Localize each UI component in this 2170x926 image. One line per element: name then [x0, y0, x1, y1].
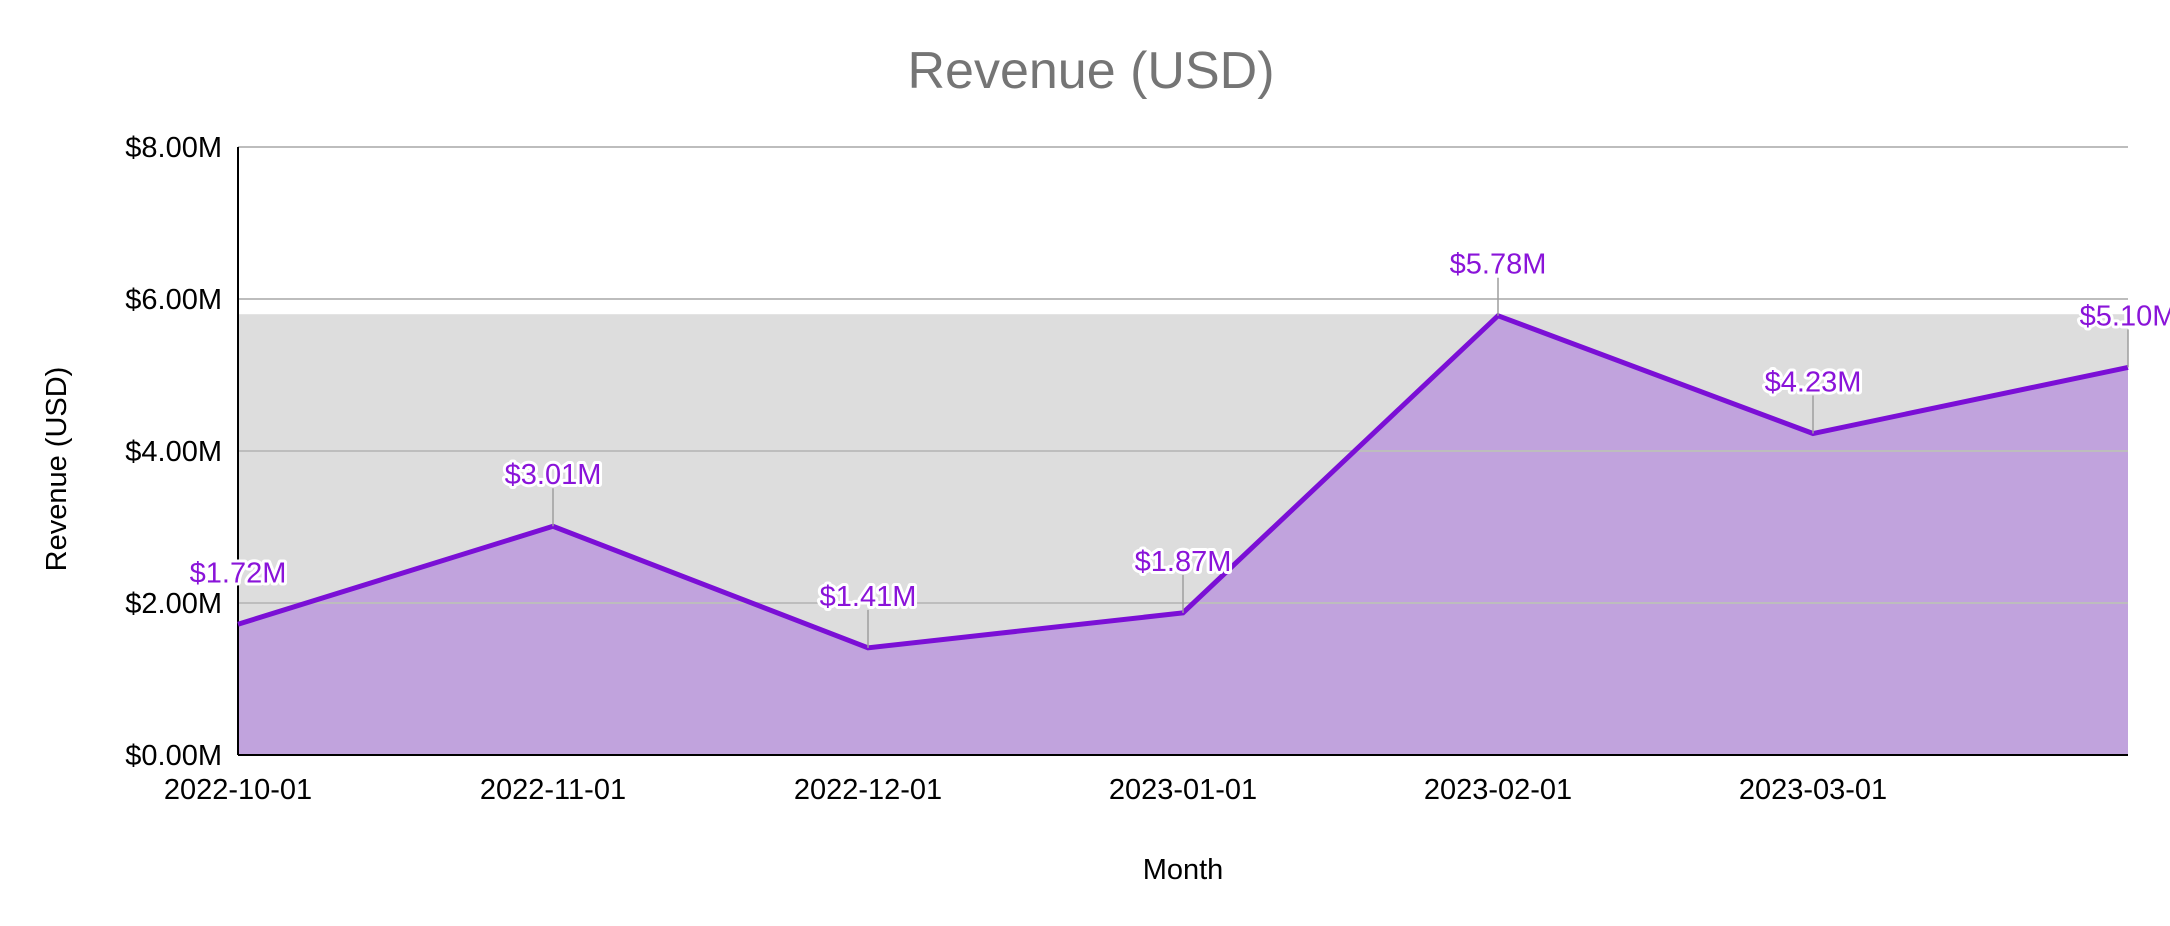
data-label: $5.10M — [2080, 300, 2170, 332]
y-axis-title: Revenue (USD) — [41, 367, 73, 572]
x-axis-title: Month — [1143, 854, 1224, 886]
data-label: $1.41M — [820, 581, 917, 613]
series-area — [238, 315, 2128, 755]
x-tick-label: 2023-02-01 — [1424, 774, 1572, 806]
y-tick-label: $4.00M — [125, 436, 222, 468]
data-label: $4.23M — [1765, 367, 1862, 399]
y-tick-label: $6.00M — [125, 284, 222, 316]
y-tick-label: $2.00M — [125, 588, 222, 620]
data-label: $3.01M — [505, 459, 602, 491]
chart-title: Revenue (USD) — [907, 42, 1274, 100]
data-label: $1.72M — [190, 557, 287, 589]
x-tick-label: 2022-10-01 — [164, 774, 312, 806]
x-tick-label: 2023-01-01 — [1109, 774, 1257, 806]
y-tick-label: $8.00M — [125, 132, 222, 164]
data-label-layer: $1.72M $3.01M $1.41M $1.87M $5.78M $4.23M $5.1… — [187, 246, 2170, 616]
y-tick-label: $0.00M — [125, 740, 222, 772]
data-label: $1.87M — [1135, 546, 1232, 578]
label-leader-layer — [552, 277, 2129, 648]
axis-layer: $0.00M $2.00M $4.00M $6.00M $8.00M 2022-10-01… — [125, 132, 2128, 806]
area-layer — [238, 315, 2128, 755]
x-tick-label: 2022-12-01 — [794, 774, 942, 806]
data-label: $5.78M — [1450, 249, 1547, 281]
x-tick-label: 2023-03-01 — [1739, 774, 1887, 806]
x-tick-label: 2022-11-01 — [480, 774, 626, 806]
